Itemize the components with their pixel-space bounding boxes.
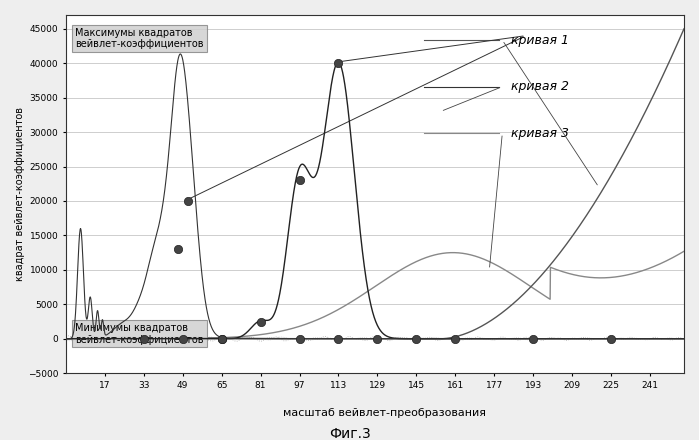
Text: масштаб вейвлет-преобразования: масштаб вейвлет-преобразования (283, 408, 486, 418)
Text: кривая 2: кривая 2 (511, 80, 569, 93)
Y-axis label: квадрат вейвлет-коэффициентов: квадрат вейвлет-коэффициентов (15, 107, 25, 281)
Text: Минимумы квадратов
вейвлет-коэффициентов: Минимумы квадратов вейвлет-коэффициентов (75, 323, 203, 345)
Text: Максимумы квадратов
вейвлет-коэффициентов: Максимумы квадратов вейвлет-коэффициенто… (75, 28, 203, 49)
Text: кривая 1: кривая 1 (511, 33, 569, 47)
Text: Фиг.3: Фиг.3 (329, 427, 370, 440)
Text: кривая 3: кривая 3 (511, 127, 569, 139)
